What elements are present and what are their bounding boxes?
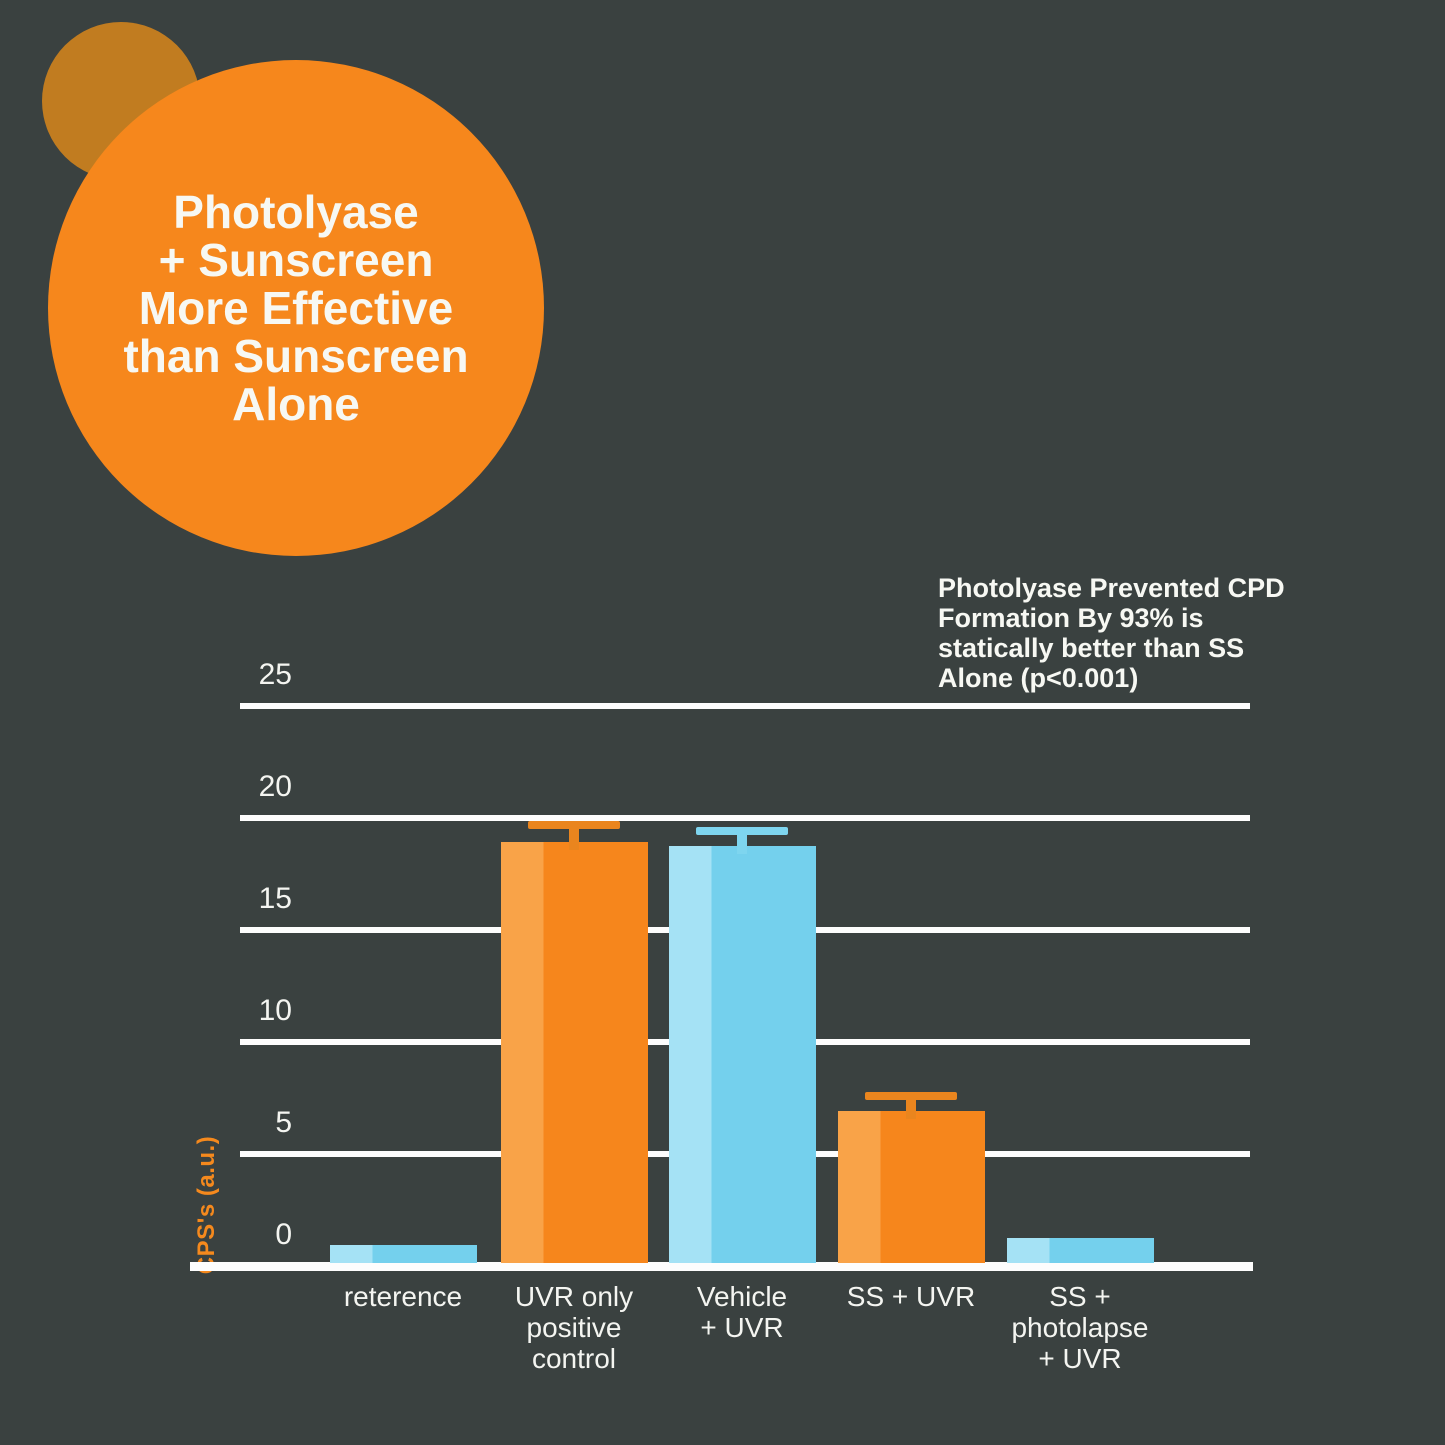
x-tick-label: Vehicle + UVR bbox=[602, 1281, 882, 1343]
error-bar-cap bbox=[528, 820, 620, 829]
error-bar-stem bbox=[906, 1099, 916, 1119]
error-bar-stem bbox=[569, 828, 579, 850]
y-tick-label: 5 bbox=[275, 1106, 292, 1139]
title-line: Photolyase bbox=[173, 186, 419, 238]
chart-annotation: Photolyase Prevented CPD Formation By 93%… bbox=[938, 573, 1298, 693]
x-tick-line: positive bbox=[526, 1312, 622, 1343]
x-tick-line: control bbox=[531, 1343, 617, 1374]
x-tick-label: UVR only positive control bbox=[434, 1281, 714, 1374]
error-bar-cap bbox=[865, 1091, 957, 1100]
annotation-line: Photolyase Prevented CPD bbox=[938, 573, 1285, 603]
x-tick-line: + UVR bbox=[700, 1312, 784, 1343]
x-tick-label: SS + UVR bbox=[771, 1281, 1051, 1312]
x-tick-line: UVR only bbox=[514, 1281, 634, 1312]
y-tick-label: 15 bbox=[258, 882, 292, 915]
error-bar-cap bbox=[696, 827, 788, 836]
x-tick-line: reterence bbox=[343, 1281, 463, 1312]
bar-3 bbox=[668, 846, 816, 1263]
annotation-line: Formation By 93% is bbox=[938, 603, 1204, 633]
title-line: More Effective bbox=[138, 282, 454, 334]
x-tick-line: Vehicle bbox=[696, 1281, 788, 1312]
annotation-line: Alone (p<0.001) bbox=[938, 663, 1139, 693]
title-line: than Sunscreen bbox=[123, 330, 469, 382]
y-tick-label: 25 bbox=[258, 658, 292, 691]
title-bubble: Photolyase + Sunscreen More Effective than … bbox=[48, 60, 544, 556]
x-tick-label: reterence bbox=[263, 1281, 543, 1312]
bar-5 bbox=[1006, 1238, 1154, 1263]
x-tick-line: photolapse bbox=[1011, 1312, 1149, 1343]
title-bubble-text: Photolyase + Sunscreen More Effective than … bbox=[48, 60, 544, 556]
title-line: + Sunscreen bbox=[158, 234, 434, 286]
error-bar-stem bbox=[737, 835, 747, 854]
x-tick-line: SS + bbox=[1049, 1281, 1111, 1312]
x-tick-label: SS + photolapse + UVR bbox=[940, 1281, 1220, 1374]
annotation-line: statically better than SS bbox=[938, 633, 1245, 663]
y-tick-label: 10 bbox=[258, 994, 292, 1027]
bar-4 bbox=[837, 1111, 985, 1263]
bar-2 bbox=[500, 842, 648, 1263]
y-tick-label: 0 bbox=[275, 1218, 292, 1251]
y-tick-label: 20 bbox=[258, 770, 292, 803]
x-tick-line: + UVR bbox=[1038, 1343, 1122, 1374]
x-tick-line: SS + UVR bbox=[846, 1281, 976, 1312]
bar-1 bbox=[329, 1245, 477, 1263]
title-line: Alone bbox=[232, 378, 360, 430]
x-axis-line bbox=[190, 1262, 1253, 1271]
gridline bbox=[240, 815, 1250, 821]
gridline bbox=[240, 703, 1250, 709]
